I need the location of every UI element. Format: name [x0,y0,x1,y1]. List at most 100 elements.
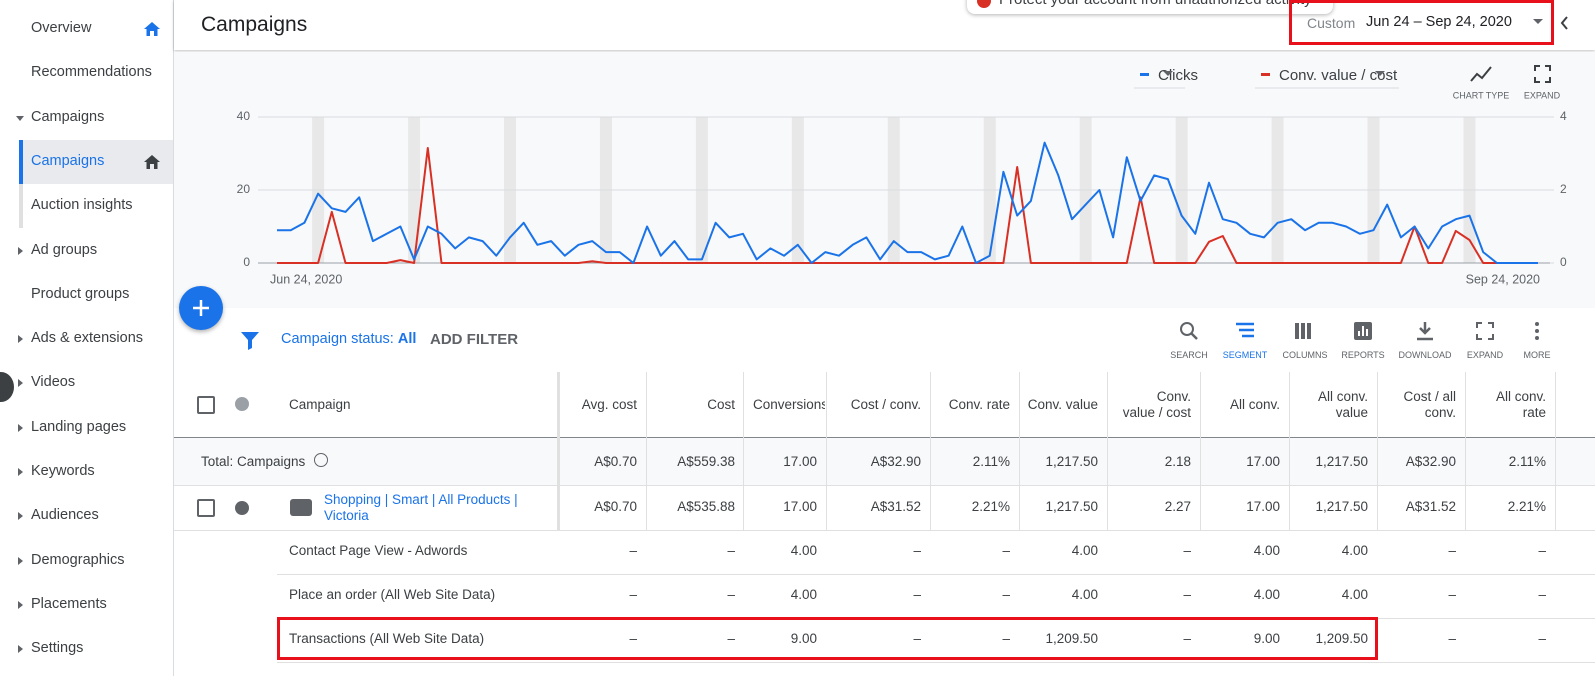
cell: – [1002,587,1010,602]
column-divider [743,372,744,530]
cell: – [1183,587,1191,602]
cell: – [727,631,735,646]
expand-arrow[interactable] [16,645,24,654]
nav-item[interactable]: Settings [31,640,84,657]
expand-arrow[interactable] [16,335,24,344]
nav-item[interactable]: Campaigns [31,108,105,125]
filter-icon[interactable] [239,329,261,351]
action-icon[interactable] [1178,320,1200,342]
column-header[interactable]: Conversions [753,397,825,412]
action-icon[interactable] [1474,320,1496,342]
cell: – [1448,631,1456,646]
nav-item[interactable]: Recommendations [31,64,152,81]
legend-dropdown [1375,71,1385,76]
action-label[interactable]: REPORTS [1341,350,1385,360]
nav-item[interactable]: Overview [31,20,92,36]
action-icon[interactable] [1414,320,1436,342]
column-header[interactable]: All conv. value [1317,389,1368,420]
cell: A$31.52 [1405,498,1456,514]
chevron-left[interactable] [1559,15,1569,31]
expand-arrow[interactable] [16,379,24,388]
nav-item[interactable]: Campaigns [31,152,105,169]
column-header[interactable]: Conv. value [1027,397,1098,412]
column-header[interactable]: Campaign [289,397,351,412]
total-label: Total: Campaigns [201,454,306,469]
column-header[interactable]: Cost / conv. [850,397,921,412]
row-divider [277,662,1595,663]
add-filter[interactable]: ADD FILTER [430,331,519,348]
create-button[interactable] [179,286,223,330]
help-icon[interactable] [314,453,328,467]
action-icon[interactable] [1352,320,1374,342]
column-header[interactable]: All conv. rate [1495,389,1546,420]
action-label[interactable]: MORE [1523,350,1551,360]
notification[interactable]: Protect your account from unauthorized a… [967,0,1333,14]
page-title: Campaigns [201,13,308,36]
nav-item[interactable]: Videos [31,374,76,391]
collapse-button[interactable] [0,372,14,402]
nav-item[interactable]: Audiences [31,507,99,524]
expand-label: EXPAND [1524,90,1561,100]
column-header[interactable]: Conv. rate [948,397,1010,412]
expand-arrow[interactable] [16,246,24,255]
action-label[interactable]: SEGMENT [1222,350,1268,360]
cell: A$31.52 [870,498,921,514]
checkbox[interactable] [197,396,215,414]
action-label[interactable]: DOWNLOAD [1398,350,1452,360]
cell: – [629,631,637,646]
action-icon[interactable] [1234,320,1256,342]
expand-arrow[interactable] [16,556,24,565]
cell: 17.00 [1246,498,1280,514]
cell: – [913,543,921,558]
checkbox[interactable] [197,498,215,517]
paused-icon [235,500,249,515]
nav-item[interactable]: Ads & extensions [31,330,144,347]
cell: 4.00 [1071,587,1098,602]
home-icon[interactable] [143,20,161,38]
nav-item[interactable]: Keywords [31,463,95,479]
action-label[interactable]: EXPAND [1466,350,1504,360]
legend-label[interactable]: Clicks [1158,67,1198,84]
status-filter[interactable]: Campaign status: All [281,331,416,347]
cell: – [1538,543,1546,558]
column-divider [1200,372,1201,530]
home-icon[interactable] [143,153,161,171]
action-label[interactable]: COLUMNS [1282,350,1328,360]
submenu-indicator [19,184,23,228]
cell: – [913,587,921,602]
nav-item[interactable]: Demographics [31,551,125,568]
column-header[interactable]: Avg. cost [581,397,637,412]
cell: – [913,631,921,646]
action-icon[interactable] [1526,320,1548,342]
action-label[interactable]: SEARCH [1170,350,1208,360]
expand-arrow[interactable] [16,423,24,432]
legend-label[interactable]: Conv. value / cost [1279,67,1398,84]
cell: – [1002,631,1010,646]
total-cell: 2.18 [1164,454,1191,469]
campaign-name[interactable]: Shopping | Smart | All Products | Victor… [324,491,518,523]
column-header[interactable]: Cost / all conv. [1403,389,1456,420]
nav-item[interactable]: Ad groups [31,241,98,258]
nav-item[interactable]: Auction insights [31,197,133,214]
expand-arrow[interactable] [16,600,24,609]
total-cell: A$32.90 [1405,454,1456,469]
nav-item[interactable]: Placements [31,595,107,612]
expand-arrow[interactable] [16,512,24,521]
column-header[interactable]: Cost [707,397,735,412]
nav-item[interactable]: Landing pages [31,418,127,435]
x-tick-label: Sep 24, 2020 [1466,272,1540,286]
date-range[interactable]: Jun 24 – Sep 24, 2020 [1366,14,1512,30]
expand-arrow[interactable] [16,114,24,122]
column-divider [1107,372,1108,530]
column-divider [1465,372,1466,530]
status-dot [235,397,249,411]
series-line [277,147,1538,264]
nav-item[interactable]: Product groups [31,285,130,302]
expand-arrow[interactable] [16,468,24,476]
column-header[interactable]: Conv. value / cost [1122,389,1191,420]
total-cell: 1,217.50 [1315,454,1368,469]
column-header[interactable]: All conv. [1229,397,1280,412]
dropdown-arrow[interactable] [1532,18,1544,26]
action-icon[interactable] [1294,320,1316,342]
x-tick-label: Jun 24, 2020 [270,272,342,286]
